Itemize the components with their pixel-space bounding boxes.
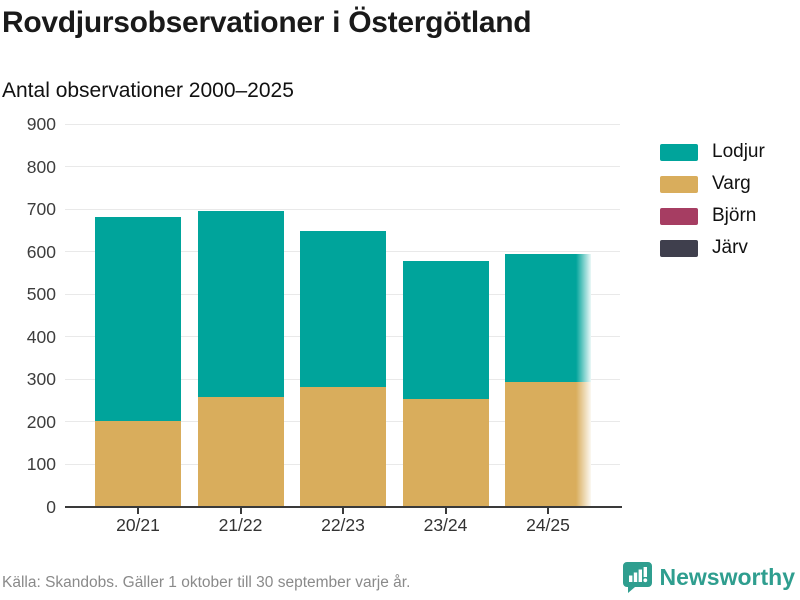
x-tick xyxy=(239,508,242,514)
gridline-900 xyxy=(65,123,620,125)
chart-subtitle: Antal observationer 2000–2025 xyxy=(2,79,294,102)
legend-item-varg: Varg xyxy=(660,173,765,195)
bar-24/25 xyxy=(505,124,591,507)
y-tick-label: 600 xyxy=(26,241,56,262)
x-tick xyxy=(137,508,139,514)
y-tick-label: 0 xyxy=(46,497,56,517)
legend-item-björn: Björn xyxy=(660,205,765,227)
plot-area xyxy=(65,123,620,507)
bar-21/22 xyxy=(197,124,284,507)
x-tick-label: 21/22 xyxy=(218,515,263,535)
bar-segment-varg xyxy=(402,399,489,507)
x-tick xyxy=(547,508,549,514)
newsworthy-logo: Newsworthy xyxy=(622,561,795,594)
x-tick-label: 23/24 xyxy=(423,515,468,535)
y-tick-label: 700 xyxy=(26,199,56,220)
y-tick-label: 200 xyxy=(26,411,56,432)
y-tick-label: 300 xyxy=(26,369,56,390)
legend-label: Björn xyxy=(712,205,757,226)
bar-segment-lodjur xyxy=(505,253,591,383)
brand-name: Newsworthy xyxy=(659,564,795,590)
y-tick-label: 900 xyxy=(26,114,56,134)
bar-segment-varg xyxy=(197,397,284,507)
bar-segment-varg xyxy=(300,387,386,507)
x-tick-label: 20/21 xyxy=(116,515,160,535)
legend-swatch xyxy=(660,207,698,225)
legend-swatch xyxy=(660,143,698,161)
y-tick-label: 100 xyxy=(26,454,56,475)
bar-segment-lodjur xyxy=(402,260,489,400)
bar-22/23 xyxy=(300,124,386,507)
legend-swatch xyxy=(660,175,698,193)
bar-segment-lodjur xyxy=(197,210,284,398)
chart-title: Rovdjursobservationer i Östergötland xyxy=(2,6,532,39)
bar-segment-varg xyxy=(505,382,591,507)
legend-label: Järv xyxy=(712,237,748,258)
bar-23/24 xyxy=(402,124,489,507)
y-tick-label: 500 xyxy=(26,284,56,305)
x-tick-label: 24/25 xyxy=(526,515,570,535)
legend-swatch xyxy=(660,239,698,257)
gridline-800 xyxy=(65,166,620,168)
source-note: Källa: Skandobs. Gäller 1 oktober till 3… xyxy=(2,574,411,591)
bar-chart-speech-bubble-icon xyxy=(622,562,652,593)
legend-label: Varg xyxy=(712,173,751,194)
x-axis-line xyxy=(65,506,622,508)
y-tick-label: 800 xyxy=(26,156,56,177)
bar-segment-lodjur xyxy=(95,217,181,422)
legend-label: Lodjur xyxy=(712,141,765,162)
x-tick-label: 22/23 xyxy=(321,515,365,535)
legend-item-lodjur: Lodjur xyxy=(660,141,765,163)
bar-20/21 xyxy=(95,124,181,507)
x-tick xyxy=(444,508,447,514)
gridline-700 xyxy=(65,208,620,210)
legend: Lodjur Varg Björn Järv xyxy=(660,141,765,269)
x-tick xyxy=(342,508,344,514)
bar-segment-varg xyxy=(95,421,181,507)
y-tick-label: 400 xyxy=(26,326,56,347)
bar-segment-lodjur xyxy=(300,230,386,387)
legend-item-järv: Järv xyxy=(660,237,765,259)
